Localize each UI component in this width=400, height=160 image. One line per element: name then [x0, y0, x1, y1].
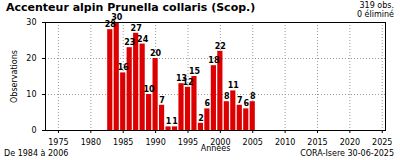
svg-text:Années: Années: [201, 143, 231, 153]
svg-text:2015: 2015: [307, 138, 327, 147]
svg-text:1: 1: [166, 117, 172, 126]
html-text:De 1984 à 2006: De 1984 à 2006: [4, 149, 69, 158]
svg-text:6: 6: [243, 99, 249, 108]
html-text:Accenteur alpin Prunella colla: Accenteur alpin Prunella collaris (Scop.…: [6, 1, 256, 14]
svg-text:2025: 2025: [372, 138, 392, 147]
svg-text:20: 20: [26, 54, 36, 63]
svg-text:7: 7: [237, 96, 243, 105]
html-text:CORA-Isere 30-06-2025: CORA-Isere 30-06-2025: [300, 149, 394, 158]
svg-text:8: 8: [250, 92, 256, 101]
svg-text:Observations: Observations: [10, 50, 19, 103]
svg-text:1995: 1995: [178, 138, 198, 147]
svg-text:2005: 2005: [243, 138, 263, 147]
svg-text:6: 6: [205, 99, 211, 108]
svg-text:27: 27: [131, 24, 142, 33]
svg-text:8: 8: [224, 92, 230, 101]
svg-text:1985: 1985: [113, 138, 133, 147]
svg-text:1: 1: [172, 117, 178, 126]
svg-text:20: 20: [150, 49, 162, 58]
html-text:319 obs.: 319 obs.: [359, 1, 394, 10]
svg-text:1980: 1980: [81, 138, 101, 147]
svg-text:22: 22: [215, 42, 226, 51]
svg-text:1990: 1990: [145, 138, 165, 147]
svg-text:24: 24: [137, 35, 149, 44]
svg-text:2010: 2010: [275, 138, 295, 147]
svg-text:23: 23: [124, 38, 135, 47]
svg-text:28: 28: [104, 20, 116, 30]
svg-text:2020: 2020: [340, 138, 360, 147]
html-text:0 éliminé: 0 éliminé: [357, 10, 394, 19]
svg-text:7: 7: [159, 96, 165, 105]
svg-text:11: 11: [228, 81, 240, 90]
svg-text:15: 15: [189, 67, 201, 76]
svg-text:30: 30: [111, 13, 123, 22]
svg-text:16: 16: [118, 63, 130, 72]
svg-text:2: 2: [198, 114, 204, 123]
svg-text:30: 30: [26, 18, 36, 27]
svg-text:12: 12: [182, 78, 193, 87]
svg-text:1975: 1975: [48, 138, 68, 147]
svg-text:18: 18: [208, 56, 220, 65]
svg-text:10: 10: [26, 90, 36, 99]
svg-text:10: 10: [144, 85, 156, 94]
svg-text:0: 0: [31, 126, 36, 135]
